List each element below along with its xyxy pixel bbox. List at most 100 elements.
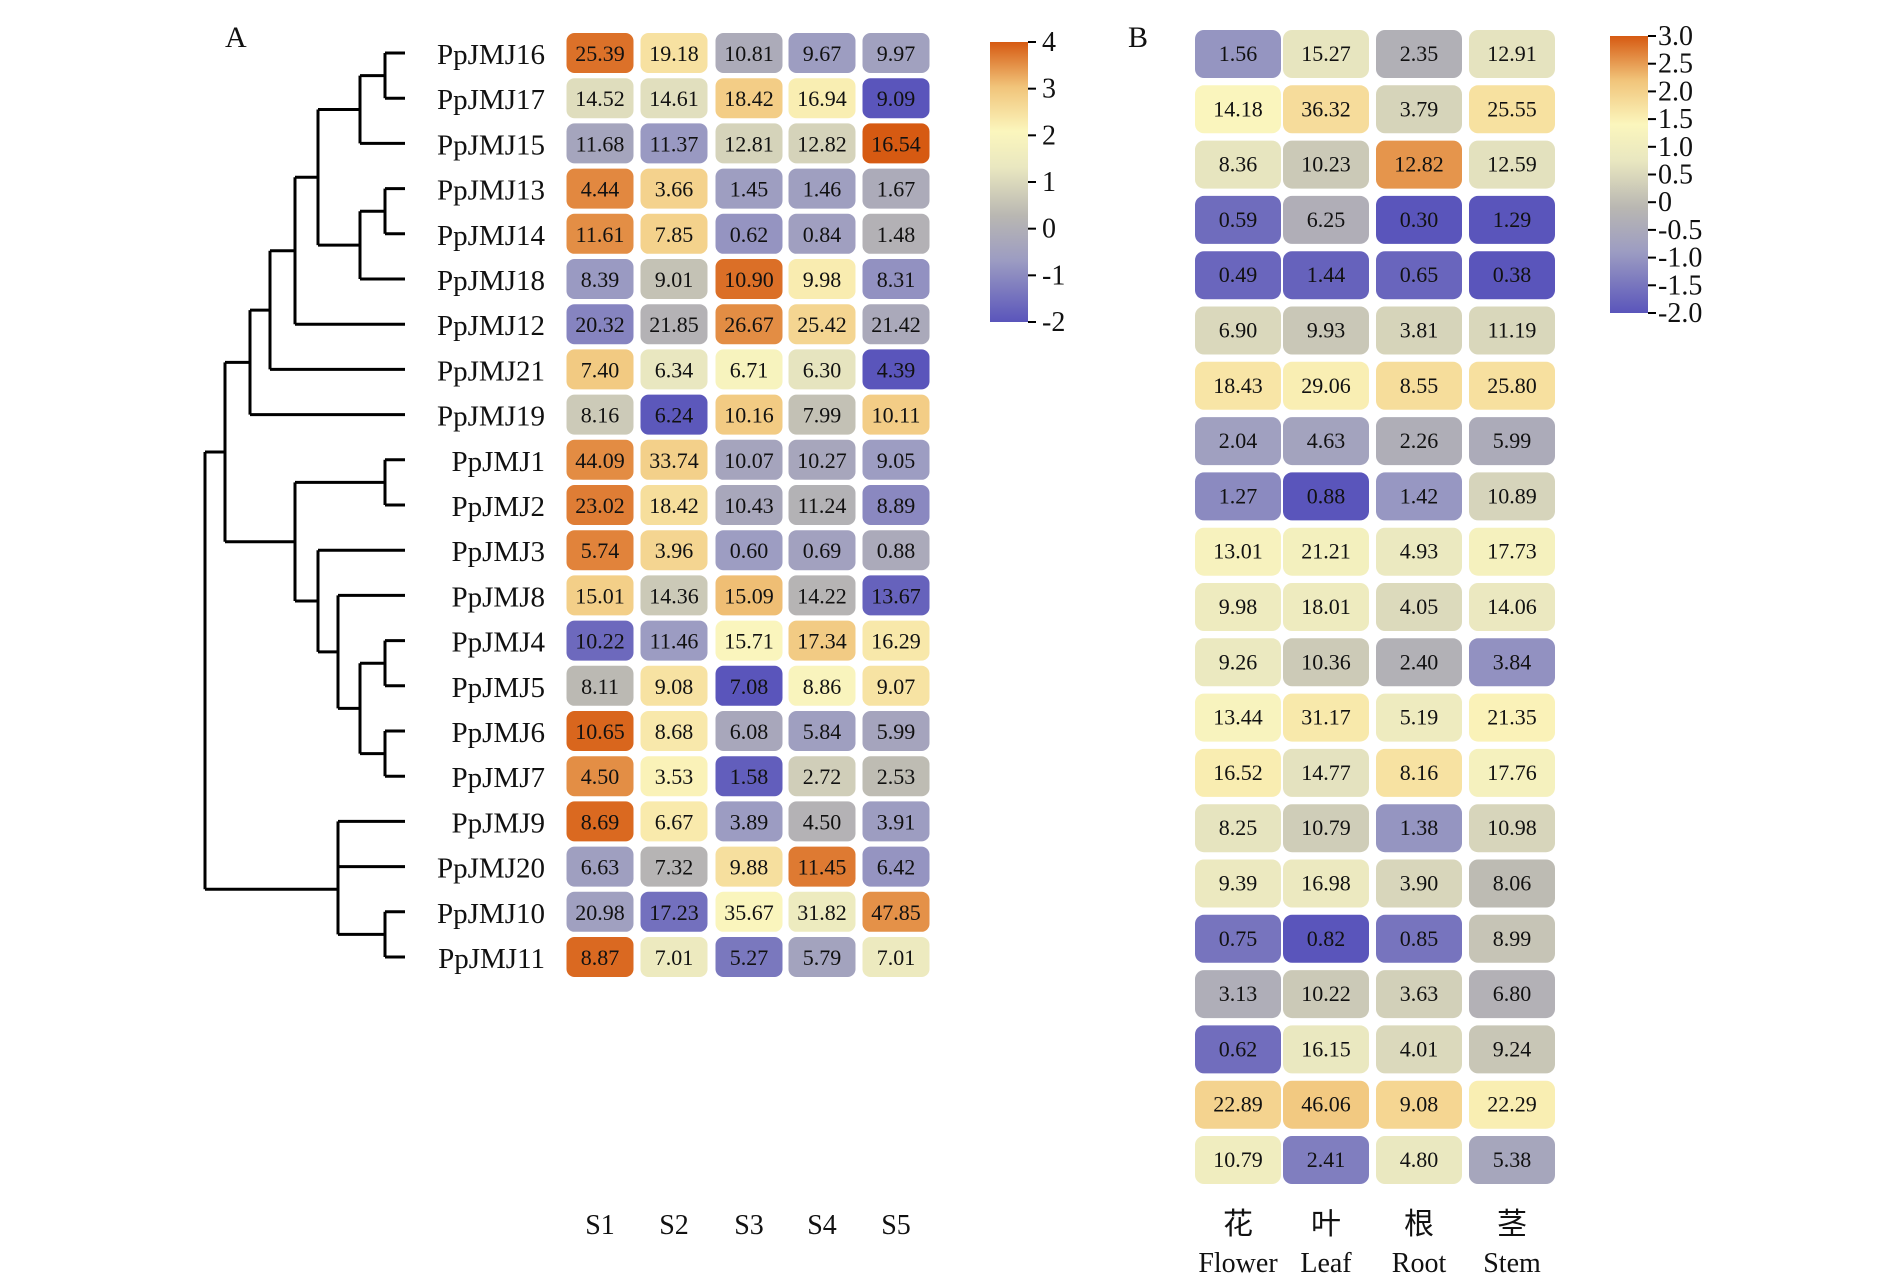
column-label-b-zh: 根 — [1404, 1207, 1434, 1242]
heatmap-a-value: 16.54 — [871, 131, 921, 156]
heatmap-b-cell — [1195, 195, 1281, 244]
heatmap-b-value: 6.90 — [1219, 318, 1258, 343]
heatmap-b-value: 15.27 — [1301, 41, 1351, 66]
heatmap-b-cell — [1469, 804, 1555, 853]
heatmap-a-value: 0.60 — [730, 538, 769, 563]
heatmap-a-cell — [788, 168, 856, 209]
heatmap-a-value: 14.36 — [649, 583, 699, 608]
gene-label: PpJMJ5 — [452, 672, 546, 704]
heatmap-a-value: 25.39 — [575, 41, 625, 66]
heatmap-b-cell — [1469, 1136, 1555, 1184]
heatmap-a-cell — [788, 259, 856, 299]
heatmap-b-cell — [1469, 970, 1555, 1019]
heatmap-b-cell — [1283, 306, 1369, 355]
heatmap-a-value: 5.84 — [803, 719, 842, 744]
heatmap-a-cell — [788, 846, 856, 887]
heatmap-b-value: 1.44 — [1307, 262, 1346, 287]
heatmap-a-value: 10.22 — [575, 629, 625, 654]
heatmap-b-value: 0.82 — [1307, 926, 1346, 951]
heatmap-a-cell — [862, 801, 930, 842]
heatmap-b-cell — [1283, 140, 1369, 189]
heatmap-b-value: 0.59 — [1219, 207, 1258, 232]
gene-label: PpJMJ10 — [437, 898, 545, 930]
heatmap-a-cell — [566, 349, 634, 390]
heatmap-a-cell — [862, 78, 930, 119]
colorbar-b-tick-label: -1.5 — [1658, 270, 1702, 301]
heatmap-a-cell — [566, 259, 634, 299]
column-labels-a: S1 S2 S3 S4 S5 — [585, 1210, 911, 1241]
heatmap-a-value: 20.32 — [575, 312, 625, 337]
heatmap-b-cell — [1283, 417, 1369, 466]
heatmap-b-value: 3.81 — [1400, 318, 1439, 343]
heatmap-a-cell — [788, 439, 856, 480]
heatmap-a-cell — [566, 123, 634, 164]
heatmap-b-cell — [1195, 85, 1281, 134]
heatmap-b-value: 0.62 — [1219, 1036, 1258, 1061]
heatmap-a-cell — [640, 33, 708, 73]
gene-label: PpJMJ19 — [437, 401, 545, 433]
heatmap-a-value: 10.11 — [872, 403, 921, 428]
heatmap-b-value: 17.76 — [1487, 760, 1537, 785]
heatmap-a-value: 7.85 — [655, 222, 694, 247]
heatmap-b-value: 9.93 — [1307, 318, 1346, 343]
heatmap-a-value: 9.09 — [877, 86, 916, 111]
heatmap-a-value: 8.31 — [877, 267, 916, 292]
heatmap-b-cell — [1469, 361, 1555, 410]
heatmap-b-cell — [1376, 1080, 1462, 1129]
heatmap-b-value: 9.98 — [1219, 594, 1258, 619]
heatmap-b-cell — [1376, 1136, 1462, 1184]
heatmap-b-cell — [1469, 417, 1555, 466]
heatmap-a-cell — [566, 485, 634, 525]
heatmap-a-cell — [862, 530, 930, 571]
colorbar-a-tick-label: 4 — [1042, 27, 1056, 58]
heatmap-a-value: 20.98 — [575, 900, 625, 925]
gene-labels: PpJMJ16 PpJMJ17 PpJMJ15 PpJMJ13 PpJMJ14 PpJMJ… — [437, 39, 545, 975]
heatmap-a-value: 21.85 — [649, 312, 699, 337]
gene-label: PpJMJ7 — [452, 762, 546, 794]
colorbar-b-tick-label: 0.5 — [1658, 160, 1693, 191]
heatmap-b-cell — [1376, 195, 1462, 244]
heatmap-a-cell — [715, 33, 783, 73]
heatmap-b-value: 8.36 — [1219, 152, 1258, 177]
heatmap-b-cell — [1469, 140, 1555, 189]
heatmap-a-value: 5.79 — [803, 945, 842, 970]
heatmap-b-value: 0.38 — [1493, 262, 1532, 287]
heatmap-a-value: 8.11 — [581, 674, 619, 699]
heatmap-a-value: 9.05 — [877, 448, 916, 473]
colorbar-b-tick-label: 1.5 — [1658, 104, 1693, 135]
heatmap-b-value: 14.06 — [1487, 594, 1537, 619]
heatmap-b-cell — [1376, 859, 1462, 908]
heatmap-b-value: 3.90 — [1400, 871, 1439, 896]
heatmap-a-value: 7.32 — [655, 855, 694, 880]
heatmap-a-value: 10.43 — [724, 493, 774, 518]
heatmap-b-value: 1.27 — [1219, 483, 1258, 508]
column-label-b: Stem — [1483, 1248, 1541, 1279]
colorbar-b-tick-label: -1.0 — [1658, 243, 1702, 274]
heatmap-a-cell — [566, 394, 634, 435]
heatmap-a-value: 0.69 — [803, 538, 842, 563]
heatmap-a-value: 8.16 — [581, 403, 620, 428]
heatmap-a-value: 19.18 — [649, 41, 699, 66]
heatmap-a-value: 1.58 — [730, 764, 769, 789]
heatmap-b-value: 25.80 — [1487, 373, 1537, 398]
heatmap-b-value: 10.36 — [1301, 649, 1351, 674]
heatmap-b-cell — [1195, 472, 1281, 521]
gene-label: PpJMJ6 — [452, 717, 546, 749]
heatmap-b-value: 2.26 — [1400, 428, 1439, 453]
heatmap-a-value: 23.02 — [575, 493, 625, 518]
heatmap-b-cell — [1283, 30, 1369, 78]
heatmap-b-cell — [1376, 583, 1462, 631]
heatmap-a-cell — [862, 123, 930, 164]
heatmap-a-cell — [566, 620, 634, 661]
heatmap-a-value: 16.29 — [871, 629, 921, 654]
heatmap-a-value: 4.44 — [581, 177, 620, 202]
heatmap-b-value: 3.79 — [1400, 96, 1439, 121]
heatmap-b-value: 9.08 — [1400, 1092, 1439, 1117]
heatmap-b-cell — [1469, 85, 1555, 134]
heatmap-a-cell — [862, 937, 930, 977]
heatmap-a-cell — [715, 846, 783, 887]
heatmap-b-cell — [1195, 859, 1281, 908]
heatmap-a-cell — [715, 530, 783, 571]
heatmap-a-cell — [788, 665, 856, 706]
